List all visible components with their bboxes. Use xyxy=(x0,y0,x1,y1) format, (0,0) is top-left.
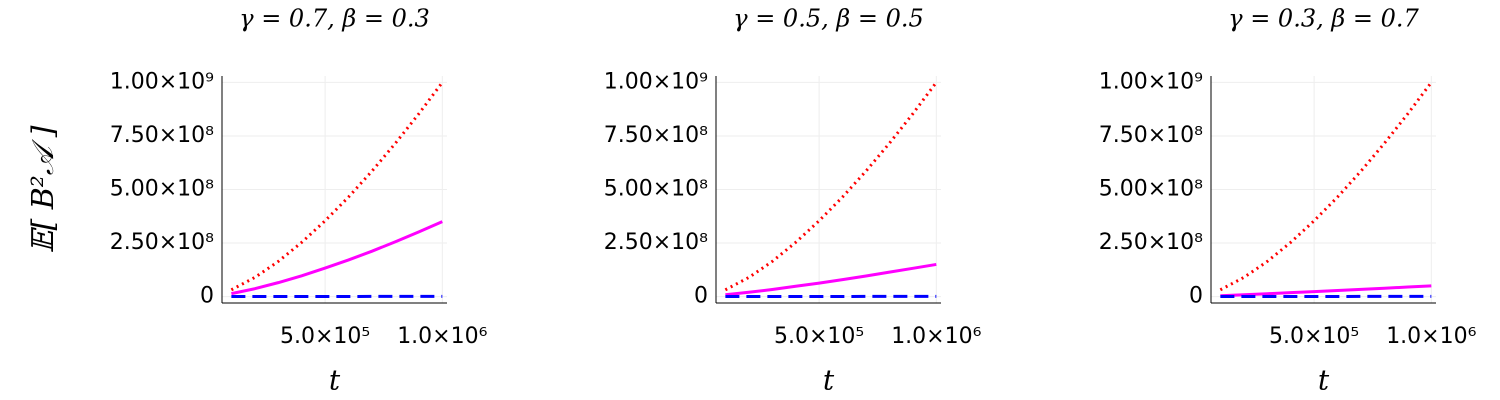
line-series xyxy=(1220,284,1432,298)
chart-title: γ = 0.7, β = 0.3 xyxy=(239,5,430,33)
y-tick-label: 1.00×10⁹ xyxy=(110,69,214,94)
chart-title: γ = 0.3, β = 0.7 xyxy=(1228,5,1419,33)
y-tick-label: 1.00×10⁹ xyxy=(1099,69,1203,94)
y-axis-label: 𝔼[ B²𝒜 ] xyxy=(26,125,61,253)
y-tick-label: 7.50×10⁸ xyxy=(1099,123,1203,148)
y-tick-label: 0 xyxy=(694,284,708,309)
y-tick-label: 0 xyxy=(200,284,214,309)
line-series xyxy=(724,81,938,292)
line-series xyxy=(231,220,443,296)
y-tick-label: 7.50×10⁸ xyxy=(110,123,214,148)
x-tick-label: 5.0×10⁵ xyxy=(774,324,864,349)
x-tick-label: 1.0×10⁶ xyxy=(397,324,487,349)
x-tick-label: 5.0×10⁵ xyxy=(1269,324,1359,349)
y-tick-label: 2.50×10⁸ xyxy=(1099,230,1203,255)
y-tick-label: 5.00×10⁸ xyxy=(604,177,708,202)
x-axis-label: t xyxy=(1318,364,1330,397)
y-tick-label: 7.50×10⁸ xyxy=(604,123,708,148)
y-tick-label: 2.50×10⁸ xyxy=(604,230,708,255)
chart-title: γ = 0.5, β = 0.5 xyxy=(733,5,924,33)
line-series xyxy=(725,262,937,297)
y-tick-label: 1.00×10⁹ xyxy=(604,69,708,94)
line-series xyxy=(230,81,444,292)
y-tick-label: 5.00×10⁸ xyxy=(110,177,214,202)
x-axis-label: t xyxy=(823,364,835,397)
x-tick-label: 5.0×10⁵ xyxy=(280,324,370,349)
y-tick-label: 5.00×10⁸ xyxy=(1099,177,1203,202)
line-series xyxy=(1219,81,1433,292)
y-tick-label: 0 xyxy=(1189,284,1203,309)
x-axis-label: t xyxy=(329,364,341,397)
x-tick-label: 1.0×10⁶ xyxy=(891,324,981,349)
x-tick-label: 1.0×10⁶ xyxy=(1386,324,1476,349)
y-tick-label: 2.50×10⁸ xyxy=(110,230,214,255)
